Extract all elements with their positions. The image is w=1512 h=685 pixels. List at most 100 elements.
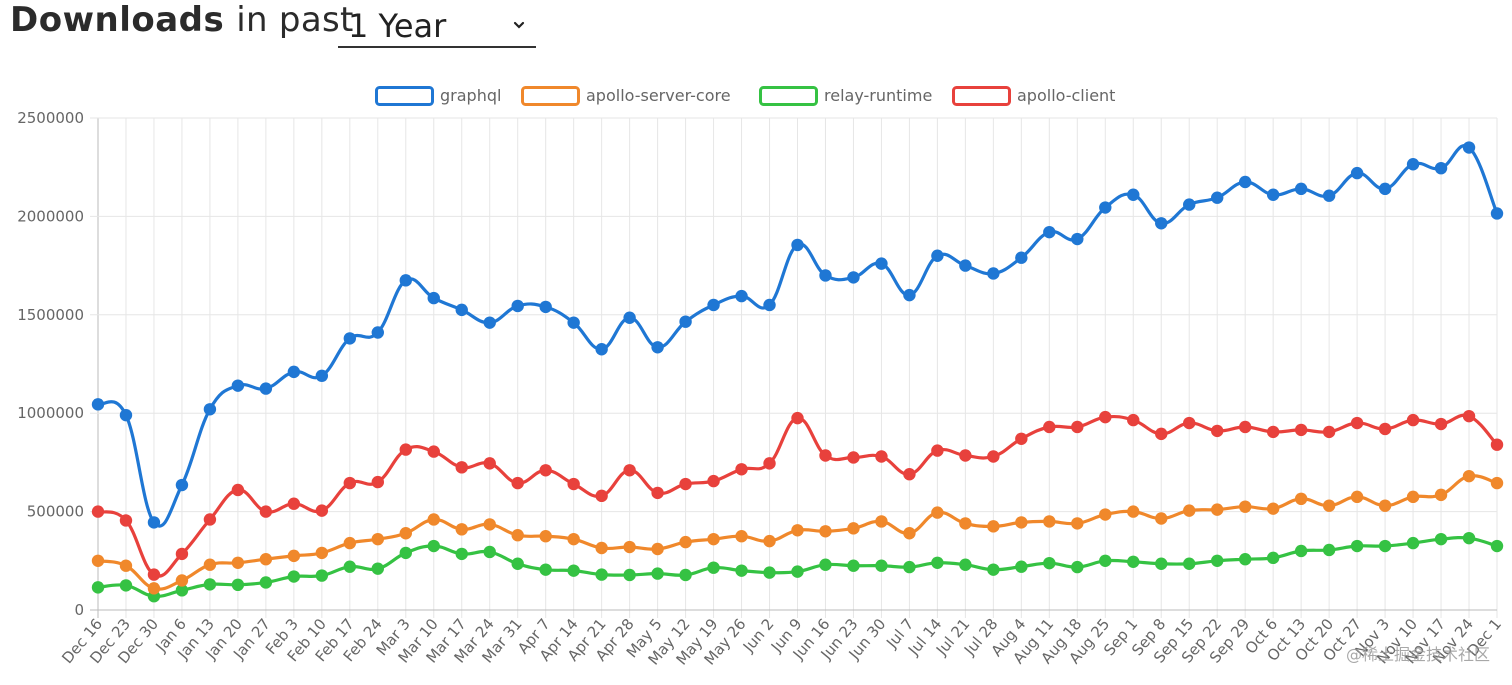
data-point-apollo-client <box>147 568 161 581</box>
data-point-graphql <box>735 289 748 303</box>
data-point-apollo-client <box>539 464 552 477</box>
data-point-relay-runtime <box>1322 543 1336 557</box>
data-point-apollo-client <box>175 547 189 561</box>
data-point-apollo-server-core <box>259 553 273 566</box>
data-point-apollo-client <box>623 464 636 477</box>
data-point-graphql <box>1071 232 1084 246</box>
data-point-graphql <box>455 303 468 317</box>
data-point-relay-runtime <box>679 568 692 582</box>
data-point-relay-runtime <box>175 584 189 597</box>
data-point-relay-runtime <box>203 578 217 591</box>
data-point-graphql <box>1378 182 1392 196</box>
data-point-graphql <box>1127 188 1140 201</box>
data-point-graphql <box>1211 191 1224 204</box>
data-point-apollo-server-core <box>1350 490 1364 504</box>
data-point-relay-runtime <box>455 547 468 561</box>
data-point-graphql <box>1322 189 1336 202</box>
data-point-apollo-server-core <box>147 582 161 595</box>
data-point-graphql <box>483 316 496 329</box>
data-point-graphql <box>539 300 552 314</box>
data-point-graphql <box>203 403 217 416</box>
data-point-apollo-server-core <box>1322 499 1336 512</box>
data-point-relay-runtime <box>511 557 524 570</box>
legend-label-graphql: graphql <box>440 86 501 105</box>
data-point-apollo-client <box>259 505 273 518</box>
data-point-apollo-client <box>679 477 692 491</box>
data-point-apollo-server-core <box>1238 500 1252 513</box>
data-point-apollo-server-core <box>819 525 832 538</box>
data-point-apollo-client <box>287 497 301 510</box>
data-point-apollo-server-core <box>931 506 944 519</box>
data-point-relay-runtime <box>119 579 133 592</box>
time-range-select[interactable]: 1 Year <box>338 6 536 48</box>
data-point-apollo-server-core <box>875 515 888 528</box>
data-point-apollo-client <box>371 475 384 489</box>
data-point-apollo-client <box>791 411 804 425</box>
data-point-apollo-server-core <box>959 517 972 530</box>
data-point-apollo-client <box>1462 409 1476 423</box>
data-point-apollo-server-core <box>1043 515 1056 528</box>
chevron-down-icon <box>513 21 525 29</box>
data-point-relay-runtime <box>1350 539 1364 553</box>
data-point-apollo-server-core <box>315 546 329 560</box>
data-point-apollo-client <box>343 476 357 490</box>
data-point-relay-runtime <box>987 563 1000 576</box>
data-point-relay-runtime <box>595 568 608 581</box>
data-point-apollo-server-core <box>1211 503 1224 516</box>
data-point-apollo-client <box>595 489 608 503</box>
data-point-apollo-server-core <box>735 530 748 543</box>
data-point-relay-runtime <box>875 559 888 572</box>
data-point-apollo-client <box>1155 427 1168 441</box>
data-point-relay-runtime <box>735 564 748 577</box>
data-point-apollo-client <box>567 477 580 491</box>
data-point-apollo-server-core <box>371 532 384 546</box>
data-point-apollo-client <box>1350 416 1364 430</box>
data-point-graphql <box>1434 161 1448 175</box>
data-point-relay-runtime <box>651 567 664 580</box>
data-point-graphql <box>1490 207 1504 220</box>
data-point-relay-runtime <box>427 539 440 553</box>
data-point-graphql <box>1155 217 1168 230</box>
data-point-apollo-server-core <box>119 559 133 572</box>
data-point-apollo-server-core <box>679 535 692 549</box>
data-point-apollo-client <box>315 504 329 517</box>
data-point-graphql <box>1238 175 1252 189</box>
page-header: Downloads in past <box>10 0 354 50</box>
data-point-apollo-client <box>875 450 888 463</box>
data-point-relay-runtime <box>315 569 329 582</box>
data-point-relay-runtime <box>1406 536 1420 550</box>
data-point-graphql <box>1099 201 1112 214</box>
data-point-relay-runtime <box>1462 531 1476 545</box>
data-point-relay-runtime <box>1238 553 1252 566</box>
data-point-relay-runtime <box>1378 539 1392 553</box>
data-point-apollo-server-core <box>1462 469 1476 483</box>
data-point-graphql <box>1294 182 1308 196</box>
data-point-graphql <box>1183 198 1196 211</box>
data-point-relay-runtime <box>1155 557 1168 570</box>
data-point-relay-runtime <box>1490 539 1504 553</box>
data-point-apollo-server-core <box>1099 508 1112 521</box>
data-point-graphql <box>623 311 636 324</box>
legend-label-apollo-server-core: apollo-server-core <box>586 86 731 105</box>
data-point-graphql <box>427 291 440 305</box>
data-point-apollo-server-core <box>455 523 468 536</box>
data-point-apollo-server-core <box>399 527 412 540</box>
data-point-relay-runtime <box>1127 555 1140 568</box>
data-point-relay-runtime <box>91 581 105 594</box>
page-subtitle: in past <box>236 0 354 40</box>
data-point-graphql <box>371 326 384 339</box>
data-point-graphql <box>91 398 105 411</box>
data-point-apollo-client <box>707 474 720 488</box>
data-point-graphql <box>847 271 860 284</box>
data-point-apollo-server-core <box>1015 516 1028 529</box>
data-point-graphql <box>259 382 273 395</box>
time-range-value: 1 Year <box>348 7 447 45</box>
data-point-relay-runtime <box>371 562 384 575</box>
data-point-graphql <box>903 288 916 302</box>
data-point-apollo-client <box>1183 416 1196 430</box>
data-point-apollo-server-core <box>903 527 916 540</box>
data-point-relay-runtime <box>399 546 412 560</box>
data-point-graphql <box>147 516 161 529</box>
data-point-apollo-server-core <box>623 540 636 554</box>
data-point-apollo-client <box>1434 417 1448 431</box>
